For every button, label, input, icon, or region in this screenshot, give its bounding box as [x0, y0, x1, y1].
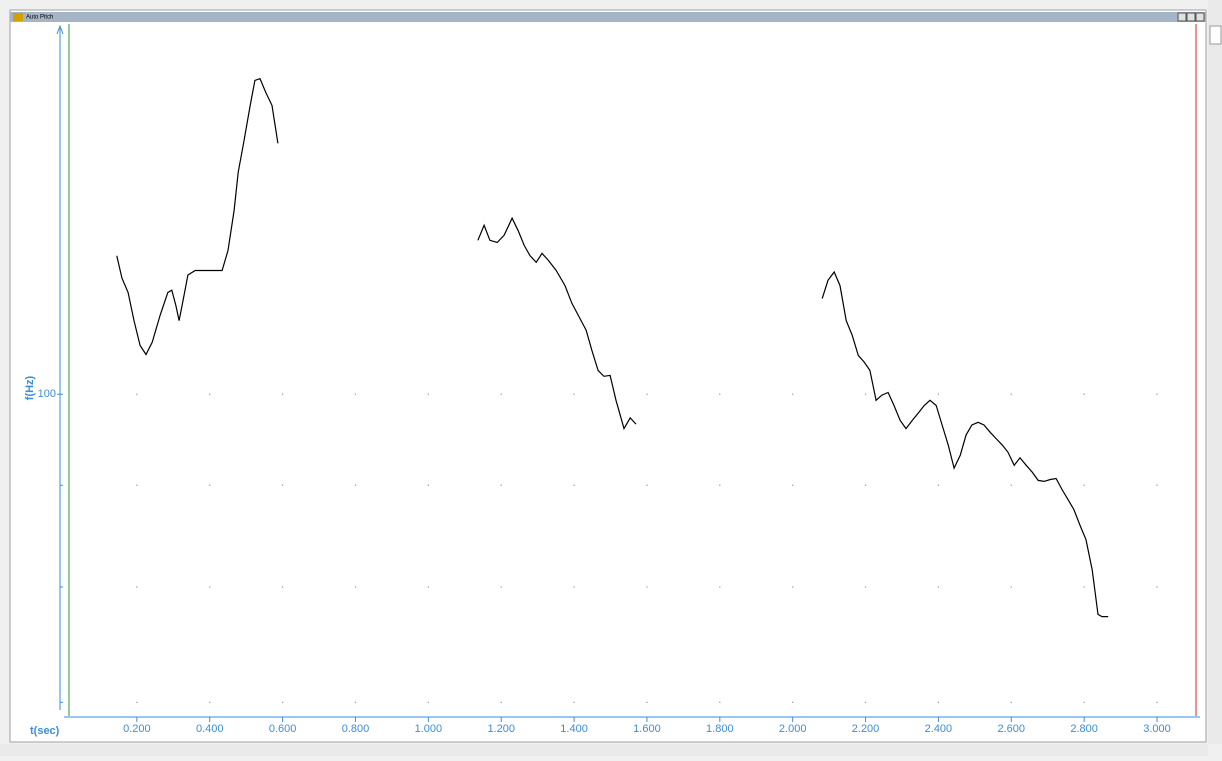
- grid-dot: [500, 484, 502, 486]
- grid-dot: [354, 586, 357, 588]
- window-title: Auto Pitch: [26, 15, 53, 21]
- grid-dot: [1083, 586, 1085, 588]
- window-buttons[interactable]: [1177, 12, 1205, 22]
- x-tick-label: 1.600: [633, 723, 661, 735]
- grid-dot: [1083, 393, 1085, 395]
- grid-dot: [427, 701, 430, 704]
- grid-dot: [864, 701, 867, 704]
- close-button[interactable]: [1195, 12, 1205, 22]
- grid-dot: [281, 586, 284, 588]
- y-tick-label: 100: [38, 388, 56, 400]
- grid-dot: [1010, 701, 1012, 704]
- grid-dot: [646, 393, 648, 395]
- grid-dot: [281, 484, 284, 486]
- grid-dot: [427, 393, 430, 395]
- grid-dot: [719, 701, 721, 704]
- app-icon: [13, 13, 23, 21]
- x-tick-label: 3.000: [1143, 723, 1171, 735]
- pitch-line: [116, 77, 1109, 618]
- grid-dot: [573, 586, 575, 588]
- x-tick-label: 2.800: [1070, 723, 1098, 735]
- grid-dot: [646, 484, 648, 486]
- grid-dot: [864, 393, 867, 395]
- grid-dot: [427, 586, 430, 588]
- grid-dot: [791, 586, 794, 588]
- x-tick-label: 1.200: [487, 723, 515, 735]
- maximize-button[interactable]: [1186, 12, 1196, 22]
- x-tick-label: 0.800: [342, 723, 370, 735]
- x-tick-label: 2.000: [779, 723, 807, 735]
- grid-dot: [791, 393, 794, 395]
- grid-dot: [719, 393, 721, 395]
- x-tick-label: 1.800: [706, 723, 734, 735]
- x-tick-label: 0.400: [196, 723, 224, 735]
- grid-dot: [1010, 484, 1012, 486]
- x-tick-label: 2.600: [998, 723, 1026, 735]
- grid-dot: [937, 393, 940, 395]
- grid-dot: [791, 484, 794, 486]
- scroll-thumb[interactable]: [1209, 25, 1222, 45]
- x-axis-label: t(sec): [30, 725, 60, 737]
- y-axis-arrow: [56, 24, 64, 35]
- grid-dot: [209, 393, 211, 395]
- grid-dot: [500, 586, 502, 588]
- grid-dot: [573, 393, 575, 395]
- grid-dot: [136, 484, 138, 486]
- grid-dot: [354, 393, 357, 395]
- grid-dot: [937, 701, 940, 704]
- grid-dot: [1156, 393, 1158, 395]
- y-axis-label: f(Hz): [24, 375, 36, 400]
- grid-dot: [209, 701, 211, 704]
- x-tick-label: 1.400: [560, 723, 588, 735]
- grid-dot: [573, 484, 575, 486]
- grid-dot: [1083, 701, 1085, 704]
- grid-dot: [209, 586, 211, 588]
- x-tick-label: 0.200: [123, 723, 151, 735]
- grid-dot: [937, 484, 940, 486]
- grid-dot: [281, 393, 284, 395]
- grid-dot: [719, 484, 721, 486]
- horizontal-scrollbar[interactable]: [0, 744, 1208, 756]
- grid-dot: [136, 586, 138, 588]
- grid-dot: [136, 393, 138, 395]
- title-bar: [10, 12, 1206, 22]
- grid-dot: [136, 701, 138, 704]
- grid-dot: [573, 701, 575, 704]
- grid-dot: [791, 701, 794, 704]
- grid-dot: [354, 701, 357, 704]
- grid-dot: [500, 393, 502, 395]
- grid-dot: [427, 484, 430, 486]
- x-tick-label: 1.000: [415, 723, 443, 735]
- grid-dot: [719, 586, 721, 588]
- grid-dot: [646, 586, 648, 588]
- grid-dot: [864, 484, 867, 486]
- grid-dot: [1156, 586, 1158, 588]
- vertical-scrollbar[interactable]: [1208, 0, 1222, 744]
- minimize-button[interactable]: [1177, 12, 1187, 22]
- grid-dot: [937, 586, 940, 588]
- grid-dot: [864, 586, 867, 588]
- grid-dot: [500, 701, 502, 704]
- grid-dot: [209, 484, 211, 486]
- grid-dot: [281, 701, 284, 704]
- x-tick-label: 2.200: [852, 723, 880, 735]
- grid-dot: [354, 484, 357, 486]
- grid-dot: [1156, 484, 1158, 486]
- grid-dot: [1156, 701, 1158, 704]
- grid-dot: [1083, 484, 1085, 486]
- grid-dot: [1010, 393, 1012, 395]
- grid-dot: [1010, 586, 1012, 588]
- x-tick-label: 2.400: [925, 723, 953, 735]
- grid-dot: [646, 701, 648, 704]
- x-tick-label: 0.600: [269, 723, 297, 735]
